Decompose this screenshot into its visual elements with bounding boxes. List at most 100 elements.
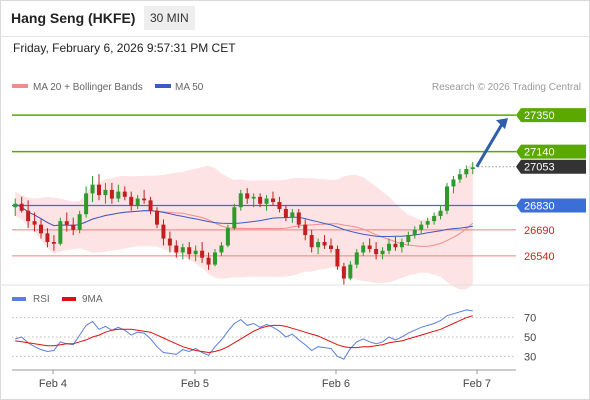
x-tick-label-3: Feb 7 [463,378,491,390]
candle-body [64,221,69,225]
candle-body [329,245,333,249]
candle-50 [335,245,340,270]
candle-body [174,245,179,253]
candle-48 [322,235,327,249]
candle-33 [225,224,230,248]
candle-22 [155,207,159,229]
level-tag-bg-27053 [516,159,586,174]
legend-label-rsi: RSI [33,294,50,305]
candle-28 [193,245,198,262]
legend-swatch-ma50 [155,84,171,88]
candle-body [406,235,411,243]
price-levels [12,114,516,257]
level-tags: 27350 27140 27053 26830 26690 26540 [516,108,586,263]
level-tag-26690: 26690 [524,225,555,237]
chart-header: Hang Seng (HKFE) 30 MIN [0,0,590,37]
candle-13 [97,174,101,201]
timestamp: Friday, February 6, 2026 9:57:31 PM CET [13,41,236,55]
candle-20 [142,189,147,204]
level-tag-26830: 26830 [516,198,586,213]
candle-42 [283,205,288,222]
candle-52 [348,261,353,281]
candle-62 [412,226,417,239]
candle-27 [187,242,192,260]
candle-body [19,203,24,211]
candle-3 [32,212,37,232]
candle-body [438,210,443,216]
candle-body [348,264,353,279]
candle-2 [26,200,31,229]
legend-label-ma50: MA 50 [175,82,204,93]
legend-label-ma20: MA 20 + Bollinger Bands [33,82,143,93]
candle-body [180,247,185,253]
candle-body [84,193,89,215]
candle-body [290,212,295,218]
rsi-series-9MA [15,315,473,354]
candle-body [51,242,56,244]
candle-16 [116,184,121,203]
candle-body [103,189,108,196]
rsi-tick-50: 50 [524,332,536,344]
candle-38 [258,193,263,208]
candle-body [361,245,366,253]
candle-56 [374,242,379,260]
candle-body [412,229,417,236]
candle-body [71,224,76,230]
timeframe-badge[interactable]: 30 MIN [144,6,195,30]
candle-body [387,243,391,251]
x-tick-label-1: Feb 5 [181,378,209,390]
candle-46 [309,229,314,253]
candle-body [296,212,301,225]
candle-body [425,221,430,225]
candle-body [39,224,43,234]
candle-25 [174,240,179,258]
candle-65 [432,212,437,225]
x-tick-label-0: Feb 4 [39,378,67,390]
candle-body [341,266,346,279]
candle-body [374,248,379,255]
candle-26 [180,243,185,260]
candle-body [277,202,282,209]
candle-43 [290,208,295,223]
candle-body [238,193,243,208]
candle-body [142,198,147,201]
candle-body [219,245,224,253]
candle-body [161,224,166,239]
header-divider [0,36,590,37]
level-label-26540: 26540 [524,251,555,263]
candle-body [232,207,237,229]
candle-4 [39,219,43,239]
bollinger-band-area [15,161,473,290]
candle-body [200,250,205,258]
level-tag-bg-27140 [516,144,586,159]
candle-41 [277,196,282,213]
candle-body [97,184,101,196]
candle-body [303,224,308,236]
level-label-27350: 27350 [524,110,555,122]
moving-averages [14,203,474,247]
level-tag-bg-27350 [516,108,586,123]
legend-swatch-rsi [12,297,26,301]
candle-body [271,198,275,203]
candle-body [283,208,288,218]
candle-21 [148,196,153,215]
candle-58 [387,238,391,255]
target-arrow-head [496,118,508,130]
candle-body [464,169,469,175]
rsi-tick-70: 70 [524,313,536,325]
candle-body [155,210,159,225]
candle-body [354,252,359,265]
candle-body [26,210,31,222]
candle-64 [425,217,430,229]
candle-body [316,242,321,248]
candle-body [419,224,424,230]
candle-body [32,221,37,225]
candle-19 [135,195,140,209]
legend-swatch-9ma [62,297,76,301]
candle-body [90,184,95,194]
main-legend: MA 20 + Bollinger Bands MA 50 Research ©… [12,82,581,93]
candle-31 [213,248,217,267]
candle-23 [161,219,166,246]
candle-body [432,215,437,222]
